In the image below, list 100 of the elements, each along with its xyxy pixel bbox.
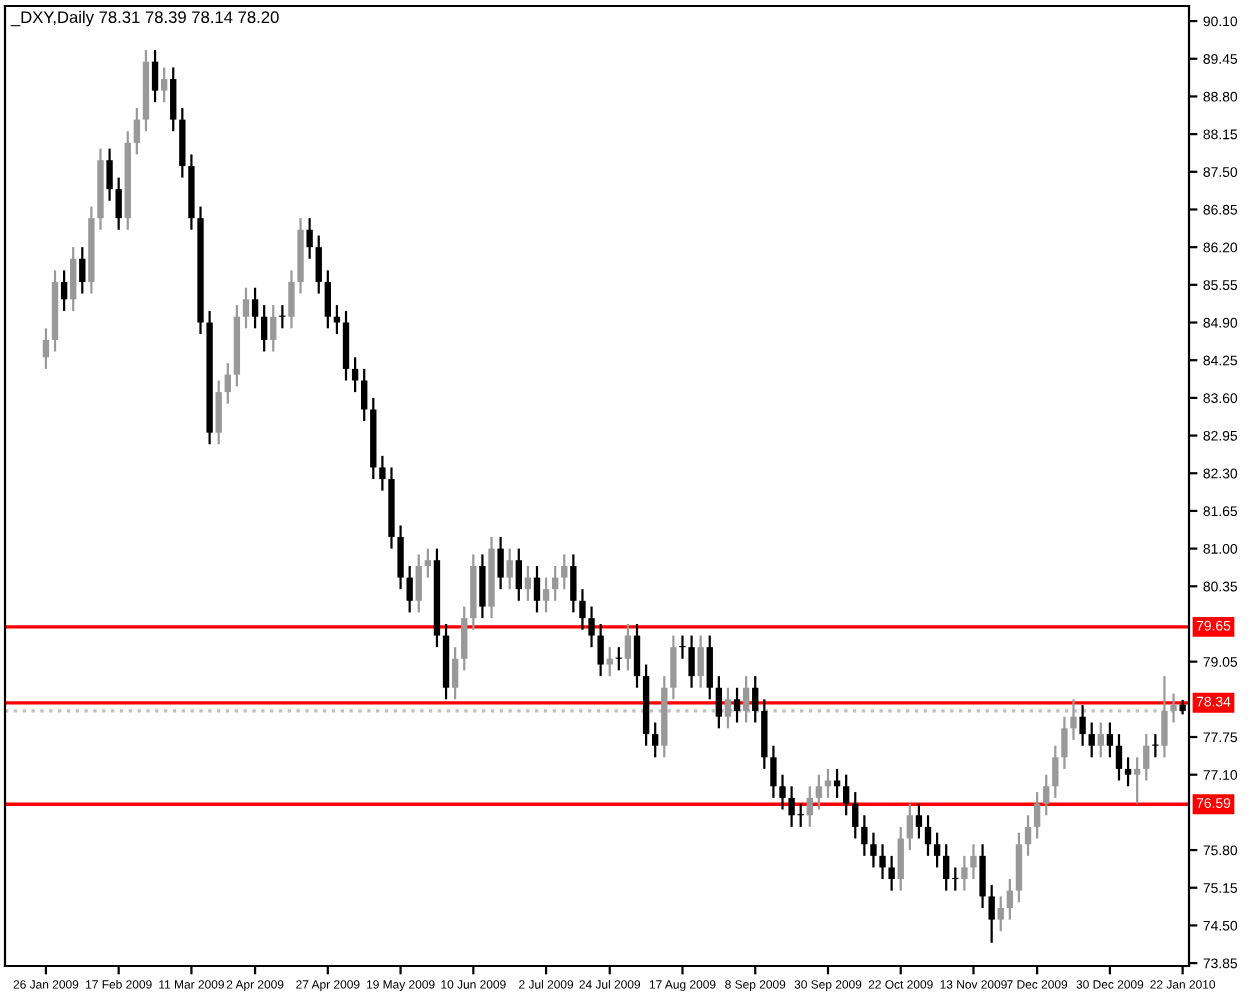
candlestick: [70, 246, 77, 313]
candlestick: [1097, 721, 1104, 759]
candlestick: [424, 547, 432, 579]
candlestick: [1043, 773, 1050, 817]
candlestick: [1115, 733, 1123, 782]
candlestick: [324, 269, 332, 330]
candlestick: [770, 744, 777, 799]
candlestick: [561, 553, 568, 591]
candlestick: [1033, 790, 1041, 840]
candlestick: [179, 106, 186, 179]
candlestick: [1079, 704, 1086, 747]
candlestick: [988, 883, 995, 944]
candlestick: [697, 634, 704, 689]
candlestick: [679, 634, 686, 660]
candlestick: [151, 48, 159, 104]
candlestick: [606, 646, 613, 678]
candlestick: [306, 217, 313, 260]
candlestick: [979, 843, 986, 910]
candlestick: [1152, 733, 1159, 759]
candlestick: [815, 773, 823, 811]
candlestick: [1133, 756, 1141, 805]
candlestick: [706, 634, 713, 701]
candlestick: [406, 564, 413, 614]
candlestick: [224, 361, 231, 405]
candlestick: [251, 286, 259, 330]
candlestick: [42, 327, 50, 371]
candlestick: [106, 147, 113, 202]
candlestick: [852, 790, 859, 840]
candlestick: [133, 106, 141, 156]
candlestick: [670, 634, 677, 701]
candlestick: [1170, 692, 1177, 724]
candlestick: [588, 605, 595, 649]
candlestick: [288, 269, 295, 330]
candlestick: [742, 675, 750, 724]
candlestick: [215, 379, 222, 446]
candlestick: [397, 524, 404, 591]
candlestick: [1124, 756, 1132, 788]
candlestick: [933, 831, 941, 869]
candlestick: [597, 622, 604, 678]
candlestick: [1015, 831, 1023, 904]
candlestick: [260, 304, 268, 353]
candlestick: [824, 767, 832, 799]
candlestick: [924, 814, 932, 857]
candlestick: [60, 269, 68, 313]
candlestick: [160, 66, 168, 104]
candlestick: [379, 454, 386, 492]
candlestick: [115, 176, 122, 231]
candlestick: [1061, 715, 1068, 771]
candlestick: [579, 588, 586, 631]
candlestick: [542, 576, 550, 614]
candlestick: [270, 304, 277, 353]
candlestick: [1024, 814, 1032, 857]
candlestick: [451, 646, 459, 701]
candlestick: [897, 825, 904, 892]
candlestick: [479, 553, 486, 620]
candlestick: [961, 854, 968, 892]
candlestick: [170, 66, 177, 133]
candlestick: [315, 234, 322, 295]
candlestick: [833, 767, 841, 799]
candlestick: [515, 547, 522, 602]
candlestick: [333, 304, 341, 336]
candlestick: [533, 564, 541, 614]
candlestick: [997, 895, 1004, 933]
candlestick: [870, 831, 877, 869]
candlestick: [570, 553, 577, 614]
candlestick: [361, 367, 368, 423]
candlestick: [415, 553, 422, 614]
candlestick: [715, 675, 723, 730]
candlestick: [1006, 877, 1014, 921]
candlestick: [970, 843, 977, 881]
chart-title: _DXY,Daily 78.31 78.39 78.14 78.20: [10, 10, 279, 27]
candlestick: [342, 309, 350, 382]
candlestick: [779, 773, 786, 811]
candlestick: [79, 246, 86, 295]
candlestick: [906, 802, 914, 852]
candlestick: [724, 686, 732, 730]
candlestick: [752, 675, 759, 724]
candlestick: [879, 843, 886, 881]
candlestick: [943, 843, 950, 892]
candlestick: [806, 785, 813, 828]
candlestick: [1161, 675, 1168, 759]
candlestick: [279, 304, 286, 330]
candlestick: [888, 854, 895, 892]
candlestick: [1052, 744, 1059, 799]
candlestick: [688, 634, 695, 689]
candlestick: [506, 547, 513, 591]
candlestick: [652, 721, 659, 759]
candlestick: [761, 698, 768, 771]
candlestick: [242, 286, 250, 330]
candlestick: [733, 686, 741, 724]
candlestick: [461, 605, 468, 672]
candlestick: [842, 773, 850, 817]
candlestick: [1070, 698, 1077, 742]
candlestick: [1088, 721, 1095, 759]
candlestick: [1143, 733, 1150, 782]
candlestick: [497, 535, 504, 591]
candlestick: [915, 802, 923, 840]
candlestick: [861, 814, 868, 857]
candlestick: [1106, 721, 1114, 759]
candlestick: [633, 622, 641, 689]
